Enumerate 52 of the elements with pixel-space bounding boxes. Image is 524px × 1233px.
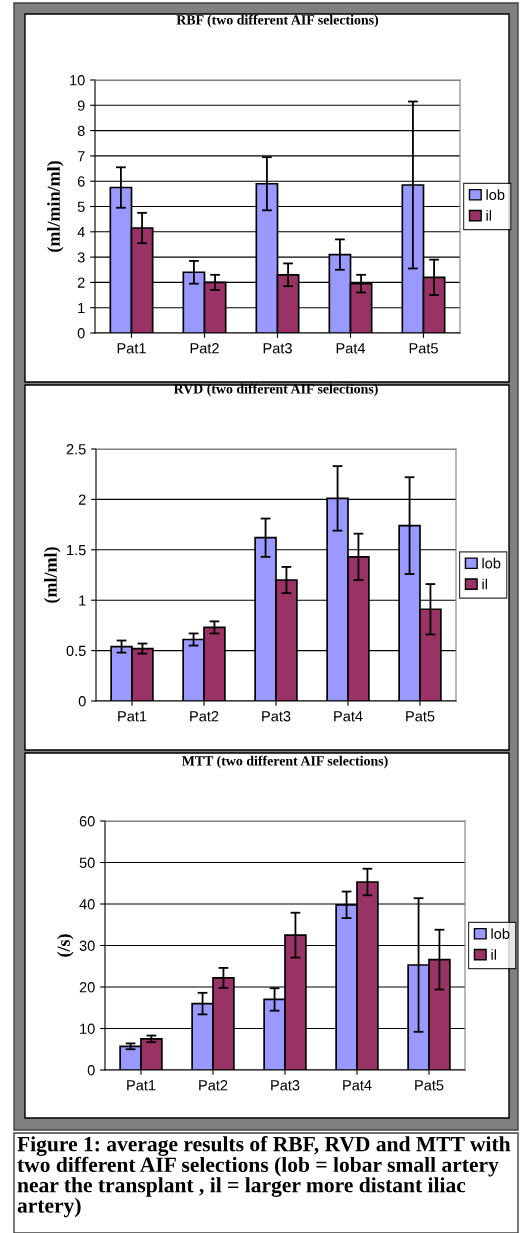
y-tick-label: 8 xyxy=(77,125,85,137)
y-axis-title: (ml/min/ml) xyxy=(47,161,64,252)
y-tick-label: 9 xyxy=(77,100,85,111)
chart-title: MTT (two different AIF selections) xyxy=(181,755,388,769)
y-tick-label: 60 xyxy=(79,816,95,827)
y-tick-label: 1 xyxy=(78,302,85,313)
y-tick-label: 40 xyxy=(79,899,95,910)
y-tick-label: 2 xyxy=(77,277,85,288)
x-tick-label: Pat4 xyxy=(336,343,366,354)
y-tick-label: 1 xyxy=(79,595,86,606)
y-tick-label: 4 xyxy=(77,227,85,238)
y-tick-label: 0 xyxy=(77,328,85,339)
x-tick-label: Pat4 xyxy=(343,1080,372,1091)
x-tick-label: Pat1 xyxy=(127,1080,156,1091)
y-axis-title: (ml/ml) xyxy=(44,547,61,603)
legend-label: il xyxy=(491,949,496,960)
x-tick-label: Pat1 xyxy=(117,343,146,354)
y-tick-label: 10 xyxy=(80,1023,95,1034)
legend-label: lob xyxy=(491,928,510,939)
x-tick-label: Pat4 xyxy=(334,711,363,722)
y-tick-label: 6 xyxy=(77,176,85,187)
chart-title: RVD (two different AIF selections) xyxy=(173,383,378,397)
x-tick-label: Pat3 xyxy=(263,343,292,354)
x-tick-label: Pat3 xyxy=(262,711,291,722)
y-tick-label: 5 xyxy=(77,201,85,212)
x-tick-label: Pat5 xyxy=(406,711,435,722)
y-axis-title: (/s) xyxy=(57,934,74,957)
x-tick-label: Pat2 xyxy=(190,343,219,354)
y-tick-label: 0 xyxy=(78,696,86,707)
y-tick-label: 30 xyxy=(79,940,95,951)
y-tick-label: 20 xyxy=(79,982,95,993)
legend-label: il xyxy=(486,210,492,221)
y-tick-label: 2.5 xyxy=(66,444,86,455)
x-tick-label: Pat5 xyxy=(409,343,438,354)
x-tick-label: Pat2 xyxy=(199,1080,228,1091)
x-tick-label: Pat2 xyxy=(190,711,219,722)
legend-label: il xyxy=(482,578,487,590)
y-tick-label: 10 xyxy=(70,75,85,86)
x-tick-label: Pat5 xyxy=(415,1080,444,1091)
x-tick-label: Pat3 xyxy=(271,1080,300,1091)
y-tick-label: 50 xyxy=(79,857,95,868)
legend-label: lob xyxy=(482,557,501,569)
legend-label: lob xyxy=(486,189,505,200)
chart-title: RBF (two different AIF selections) xyxy=(176,14,379,28)
x-tick-label: Pat1 xyxy=(118,711,147,722)
y-tick-label: 2 xyxy=(78,494,86,505)
y-tick-label: 0.5 xyxy=(66,645,86,657)
y-tick-label: 1.5 xyxy=(67,545,86,556)
y-tick-label: 0 xyxy=(87,1065,95,1076)
y-tick-label: 3 xyxy=(77,252,85,263)
caption: Figure 1: average results of RBF, RVD and MTT with two different AIF selections (lob = lobar small artery near the transplant , il = larger more distant iliac artery) xyxy=(17,1136,511,1218)
y-tick-label: 7 xyxy=(77,151,85,162)
